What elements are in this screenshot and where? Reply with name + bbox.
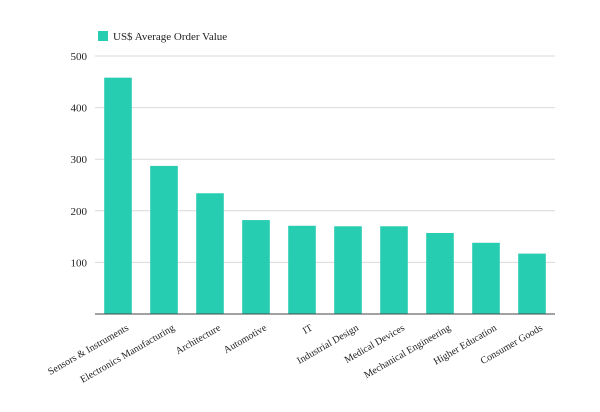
x-tick-label: Automotive: [222, 322, 269, 356]
bar[interactable]: [518, 253, 546, 314]
y-tick-label: 200: [71, 206, 88, 218]
bar[interactable]: [380, 226, 408, 314]
legend-label: US$ Average Order Value: [113, 31, 227, 43]
bar[interactable]: [472, 242, 500, 314]
bar[interactable]: [150, 165, 178, 314]
bar[interactable]: [288, 225, 316, 314]
y-axis-ticks: 100 200 300 400 500: [71, 51, 88, 269]
bar[interactable]: [242, 220, 270, 314]
y-tick-label: 400: [71, 103, 88, 115]
y-tick-label: 300: [71, 154, 88, 166]
x-tick-label: IT: [301, 323, 315, 337]
x-tick-label: Architecture: [174, 322, 223, 357]
bar[interactable]: [104, 77, 132, 314]
y-tick-label: 100: [71, 257, 88, 269]
y-tick-label: 500: [71, 51, 88, 63]
x-tick-label: Mechanical Engineering: [362, 323, 452, 382]
bar[interactable]: [196, 193, 224, 314]
bars: [104, 77, 546, 314]
bar[interactable]: [334, 226, 362, 314]
legend: US$ Average Order Value: [98, 31, 227, 43]
legend-swatch: [98, 31, 108, 41]
bar[interactable]: [426, 232, 454, 314]
